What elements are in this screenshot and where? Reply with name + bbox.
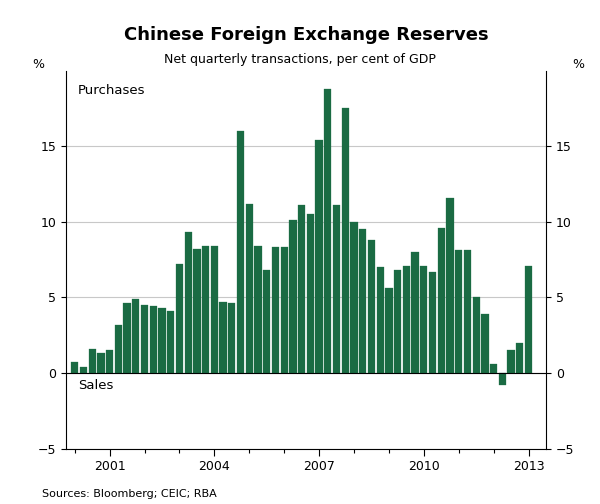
Bar <box>220 302 227 373</box>
Bar <box>446 198 454 373</box>
Text: Sales: Sales <box>78 379 113 392</box>
Bar <box>298 205 305 373</box>
Bar <box>289 220 296 373</box>
Bar <box>324 89 331 373</box>
Bar <box>490 364 497 373</box>
Bar <box>359 229 367 373</box>
Bar <box>272 247 279 373</box>
Bar <box>316 140 323 373</box>
Bar <box>89 349 96 373</box>
Bar <box>228 303 235 373</box>
Bar <box>455 250 463 373</box>
Bar <box>333 205 340 373</box>
Bar <box>237 131 244 373</box>
Bar <box>245 204 253 373</box>
Bar <box>97 353 104 373</box>
Bar <box>499 373 506 385</box>
Bar <box>473 297 480 373</box>
Bar <box>149 306 157 373</box>
Bar <box>80 367 87 373</box>
Text: %: % <box>32 57 44 71</box>
Bar <box>368 240 375 373</box>
Bar <box>464 250 471 373</box>
Bar <box>263 270 271 373</box>
Bar <box>158 308 166 373</box>
Text: Sources: Bloomberg; CEIC; RBA: Sources: Bloomberg; CEIC; RBA <box>42 489 217 499</box>
Bar <box>350 222 358 373</box>
Bar <box>167 311 175 373</box>
Bar <box>508 350 515 373</box>
Text: %: % <box>572 57 584 71</box>
Bar <box>377 267 384 373</box>
Text: Net quarterly transactions, per cent of GDP: Net quarterly transactions, per cent of … <box>164 53 436 66</box>
Bar <box>124 303 131 373</box>
Bar <box>176 264 183 373</box>
Bar <box>141 305 148 373</box>
Bar <box>341 108 349 373</box>
Bar <box>429 272 436 373</box>
Bar <box>281 247 288 373</box>
Bar <box>385 288 392 373</box>
Bar <box>132 299 139 373</box>
Text: Purchases: Purchases <box>78 84 146 97</box>
Bar <box>211 246 218 373</box>
Bar <box>185 232 192 373</box>
Bar <box>437 228 445 373</box>
Bar <box>115 325 122 373</box>
Bar <box>106 350 113 373</box>
Bar <box>412 252 419 373</box>
Bar <box>516 343 523 373</box>
Bar <box>394 270 401 373</box>
Bar <box>254 246 262 373</box>
Bar <box>193 249 200 373</box>
Title: Chinese Foreign Exchange Reserves: Chinese Foreign Exchange Reserves <box>124 26 488 44</box>
Bar <box>420 266 427 373</box>
Bar <box>481 314 488 373</box>
Bar <box>525 266 532 373</box>
Bar <box>403 266 410 373</box>
Bar <box>307 214 314 373</box>
Bar <box>71 362 79 373</box>
Bar <box>202 246 209 373</box>
